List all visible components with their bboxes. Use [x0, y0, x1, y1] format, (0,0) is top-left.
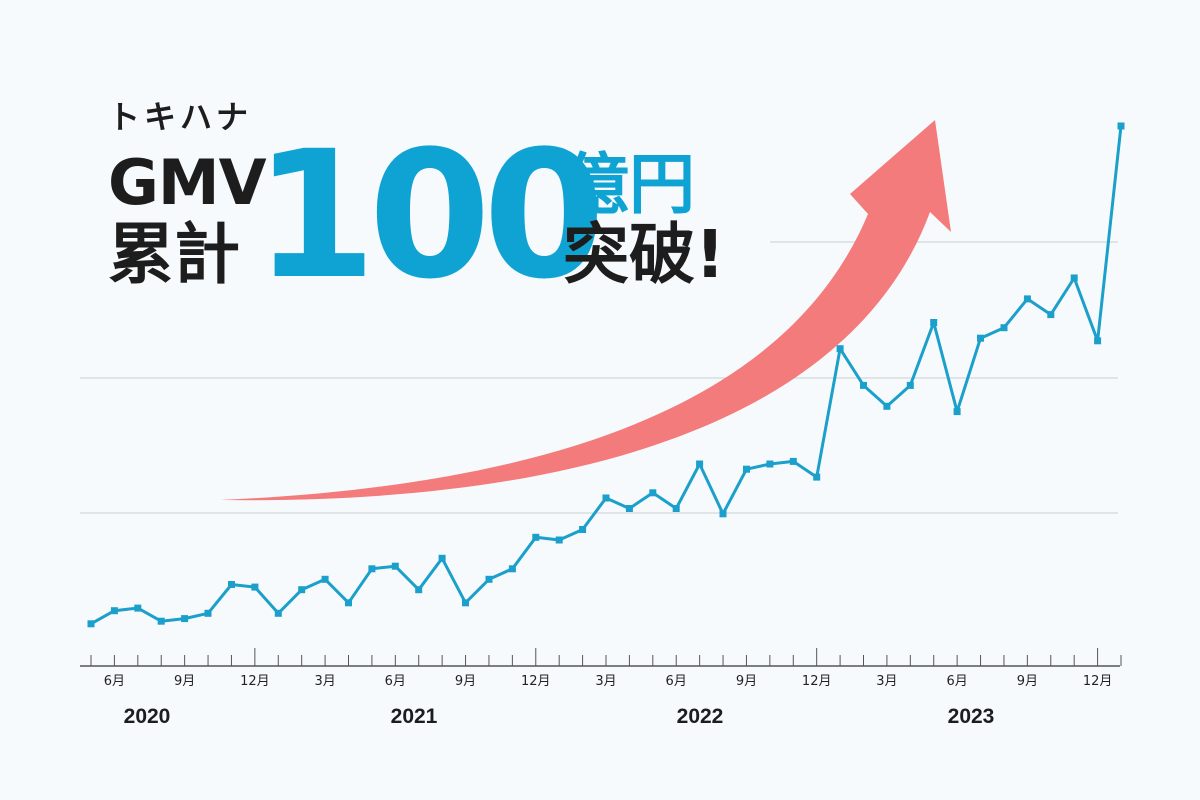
data-point [1117, 122, 1125, 130]
exceed-label: 突破! [563, 216, 726, 293]
data-point [1070, 274, 1078, 282]
data-point [906, 381, 914, 389]
data-point [391, 562, 399, 570]
data-point [228, 581, 235, 588]
data-point [696, 460, 704, 468]
x-tick-label: 12月 [802, 674, 832, 689]
data-point [368, 565, 376, 573]
amount-unit: 億円 [563, 146, 695, 223]
data-point [181, 615, 189, 623]
gmv-series [87, 122, 1125, 628]
data-point [813, 473, 821, 481]
data-point [602, 494, 610, 502]
year-label: 2023 [948, 705, 995, 728]
data-point [462, 599, 469, 607]
year-label: 2021 [391, 705, 438, 728]
x-tick-label: 12月 [521, 674, 551, 689]
x-tick-label: 6月 [666, 674, 687, 689]
data-point [766, 460, 774, 468]
x-tick-label: 9月 [1017, 674, 1038, 689]
data-point [836, 345, 844, 353]
x-tick-label: 9月 [174, 674, 195, 689]
x-tick-label: 12月 [240, 674, 270, 689]
data-point [579, 526, 587, 533]
x-axis [80, 648, 1122, 667]
x-tick-label: 9月 [736, 674, 757, 689]
data-point [1000, 324, 1008, 332]
data-point [508, 565, 516, 573]
grid-lines [80, 241, 1118, 514]
data-point [251, 583, 259, 591]
data-point [415, 586, 423, 594]
data-point [883, 402, 891, 410]
data-point [345, 599, 352, 607]
year-label: 2020 [124, 705, 171, 728]
x-tick-label: 6月 [385, 674, 406, 689]
x-tick-label: 3月 [595, 674, 616, 689]
gmv-label: GMV [108, 146, 267, 219]
data-point [157, 617, 165, 625]
x-tick-label: 3月 [876, 674, 897, 689]
data-point [625, 505, 633, 512]
data-point [438, 554, 446, 562]
brand-name: トキハナ [108, 98, 253, 136]
data-point [953, 408, 961, 416]
data-point [649, 489, 657, 497]
x-tick-labels: 6月 9月 12月 3月 6月 9月 12月 3月 6月 9月 12月 3月 6月 9月 12月 [104, 674, 1113, 689]
data-point [134, 604, 142, 612]
data-point [930, 319, 938, 326]
data-point [110, 607, 118, 615]
data-point [555, 536, 563, 544]
year-labels: 2020 2021 2022 2023 [124, 705, 995, 728]
year-label: 2022 [677, 705, 724, 728]
data-point [719, 510, 727, 518]
x-tick-label: 3月 [314, 674, 335, 689]
data-point [485, 575, 493, 583]
x-tick-label: 6月 [104, 674, 125, 689]
data-point [1094, 337, 1102, 345]
data-point [298, 586, 306, 594]
data-point [274, 609, 282, 617]
cumulative-label: 累計 [108, 216, 240, 293]
gmv-amount: 100 [254, 113, 605, 318]
x-tick-label: 9月 [455, 674, 476, 689]
data-point [672, 505, 680, 512]
data-point [1047, 311, 1055, 319]
x-tick-label: 6月 [946, 674, 967, 689]
data-point [789, 457, 797, 465]
data-point [1023, 295, 1031, 303]
data-point [860, 381, 867, 389]
data-point [532, 533, 540, 541]
data-point [743, 465, 750, 473]
data-point [204, 609, 212, 617]
data-point [87, 620, 95, 628]
data-point [977, 334, 984, 342]
x-tick-label: 12月 [1083, 674, 1113, 689]
data-point [321, 575, 329, 583]
